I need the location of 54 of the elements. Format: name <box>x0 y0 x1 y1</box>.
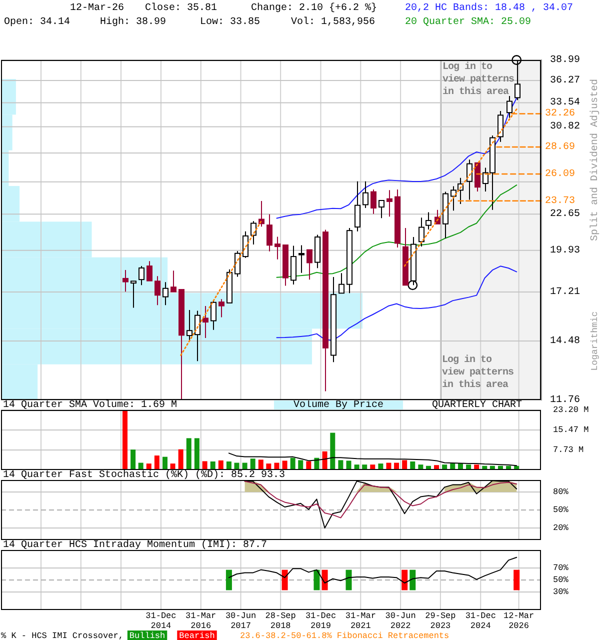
text: Bullish <box>129 631 166 640</box>
x-tick-label: 12-Mar 2026 <box>503 611 534 631</box>
x-tick-label: 28-Sep 2018 <box>265 611 296 631</box>
x-tick-label: 30-Jun 2017 <box>225 611 256 631</box>
y-tick-label: 11.76 <box>550 394 580 406</box>
text: High: 38.99 <box>100 16 166 28</box>
y-tick-label: 17.21 <box>550 286 580 298</box>
text: Bearish <box>179 631 215 640</box>
y-tick-label: 36.27 <box>550 75 580 86</box>
text: 20 Quarter SMA: 25.09 <box>405 16 532 28</box>
y-tick-label: 14.48 <box>550 335 580 346</box>
text: Volume By Price <box>293 398 384 410</box>
y-tick-label: 30% <box>553 587 570 597</box>
x-tick-label: 31-Dec 2024 <box>465 611 496 631</box>
annotation: 32.26 <box>545 108 576 120</box>
y-tick-label: 23.20 M <box>553 405 589 415</box>
chart-title: 14 Quarter HCS Intraday Momentum (IMI): 87.7 <box>3 538 268 550</box>
annotation: 23.73 <box>545 195 576 206</box>
y-tick-label: 22.65 <box>550 208 580 220</box>
annotation: Log in to view patterns in this area <box>442 354 514 390</box>
chart-title: 12-Mar-26 <box>70 2 124 14</box>
y-tick-label: 33.54 <box>550 97 580 108</box>
y-tick-label: 50% <box>553 575 570 585</box>
x-tick-label: 31-Dec 2019 <box>305 611 336 631</box>
y-tick-label: 19.93 <box>550 244 580 256</box>
y-axis-title: Split and Dividend Adjusted <box>588 78 600 242</box>
text: Open: 34.14 <box>4 16 70 28</box>
y-tick-label: 70% <box>553 563 570 573</box>
text: Change: 2.10 {+6.2 %} <box>251 2 378 14</box>
text: Vol: 1,583,956 <box>291 16 376 28</box>
text: Low: 33.85 <box>200 16 260 28</box>
band-label: Log in to view patterns in this area <box>442 60 514 98</box>
y-tick-label: 80% <box>553 487 570 497</box>
y-tick-label: 15.47 M <box>553 424 589 435</box>
y-tick-label: 30.82 <box>550 121 580 132</box>
annotation: QUARTERLY CHART <box>432 400 522 410</box>
x-tick-label: 30-Jun 2022 <box>385 611 416 631</box>
x-tick-label: 31-Mar 2021 <box>345 611 376 631</box>
chart-title: 14 Quarter SMA Volume: 1.69 M <box>3 398 178 410</box>
y-tick-label: 50% <box>553 505 570 515</box>
x-tick-label: 29-Sep 2023 <box>425 611 456 631</box>
text: 23.6-38.2-50-61.8% Fibonacci Retracements <box>240 631 450 640</box>
chart-title: 14 Quarter Fast Stochastic (%K) (%D): 85.2 93.3 <box>3 468 286 480</box>
text: Close: 35.81 <box>145 2 218 14</box>
text: Logarithmic <box>590 311 600 371</box>
y-tick-label: 38.99 <box>550 54 580 66</box>
annotation: 26.09 <box>545 168 576 180</box>
annotation: 28.69 <box>545 142 576 153</box>
x-tick-label: 31-Dec 2014 <box>146 611 176 631</box>
legend-title: % K - HCS IMI Crossover, <box>1 631 124 640</box>
y-tick-label: 20% <box>553 523 570 533</box>
y-tick-label: 7.73 M <box>553 445 584 456</box>
text: 20,2 HC Bands: 18.48 , 34.07 <box>405 2 574 14</box>
x-tick-label: 31-Mar 2016 <box>186 611 216 631</box>
